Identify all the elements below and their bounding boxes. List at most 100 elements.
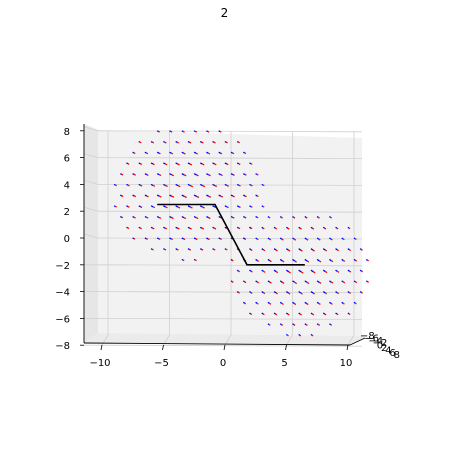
vector-arrow-tail: [316, 216, 319, 218]
vector-arrow-tail: [132, 151, 135, 154]
vector-arrow-tail: [316, 258, 320, 262]
vector-arrow-head: [299, 227, 302, 230]
vector-arrow-tail: [329, 258, 332, 262]
vector-arrow-head: [195, 130, 198, 133]
vector-arrow-head: [336, 292, 340, 295]
vector-arrow-tail: [120, 194, 123, 197]
vector-arrow-head: [159, 174, 162, 177]
vector-arrow-head: [238, 227, 241, 230]
vector-arrow-head: [183, 217, 187, 220]
grid-line-y: [97, 344, 363, 347]
vector-arrow-tail: [206, 215, 209, 219]
depth-tick-label: 4: [385, 345, 391, 356]
vector-arrow-tail: [316, 301, 320, 305]
vector-arrow-tail: [224, 183, 228, 187]
vector-arrow-head: [268, 216, 271, 219]
vector-arrow-head: [127, 227, 130, 230]
vector-arrow-tail: [224, 140, 227, 143]
vector-arrow-head: [183, 130, 185, 133]
vector-arrow-head: [171, 195, 175, 198]
vector-arrow-tail: [243, 194, 246, 197]
vector-arrow-tail: [144, 237, 147, 240]
vector-arrow-tail: [285, 333, 288, 336]
vector-arrow-tail: [236, 162, 240, 165]
vector-arrow-head: [208, 174, 211, 177]
vector-arrow-head: [312, 249, 315, 252]
vector-arrow-head: [275, 292, 278, 295]
vector-arrow-head: [281, 238, 284, 241]
vector-arrow-tail: [144, 194, 148, 197]
vector-arrow-head: [244, 173, 247, 176]
vector-arrow-head: [183, 238, 186, 241]
vector-arrow-tail: [218, 130, 221, 133]
vector-arrow-head: [288, 292, 291, 295]
vector-arrow-head: [324, 227, 327, 230]
grid-line-y: [97, 157, 363, 160]
grid-line-y: [97, 210, 363, 213]
vector-arrow-tail: [298, 226, 301, 229]
vector-arrow-tail: [335, 291, 338, 294]
plot-pane: [84, 124, 365, 345]
vector-arrow-head: [281, 260, 285, 263]
vector-arrow-tail: [249, 291, 252, 294]
vector-arrow-head: [244, 238, 247, 241]
vector-arrow-head: [306, 281, 310, 285]
vector-arrow-tail: [261, 269, 264, 272]
vector-arrow-tail: [292, 280, 296, 283]
vector-arrow-head: [177, 206, 181, 209]
vector-arrow-tail: [156, 130, 159, 133]
vector-arrow-head: [250, 270, 253, 273]
vector-arrow-tail: [267, 258, 271, 262]
vector-arrow-tail: [273, 312, 276, 315]
vector-arrow-tail: [249, 248, 252, 251]
vector-arrow-tail: [298, 312, 301, 315]
vector-arrow-head: [232, 174, 235, 176]
vector-arrow-head: [213, 248, 216, 251]
vector-arrow-tail: [150, 140, 153, 143]
vector-arrow-tail: [199, 183, 204, 187]
vector-arrow-head: [275, 227, 278, 230]
vector-arrow-head: [190, 185, 194, 188]
vector-arrow-tail: [249, 312, 252, 315]
vector-arrow-tail: [199, 205, 203, 208]
vector-arrow-head: [201, 227, 205, 230]
vector-arrow-tail: [353, 237, 356, 240]
vector-arrow-tail: [120, 215, 123, 218]
vector-arrow-tail: [138, 183, 141, 186]
vector-arrow-tail: [144, 215, 148, 219]
y-tick-label: 8: [64, 127, 70, 138]
vector-arrow-tail: [316, 237, 320, 240]
vector-arrow-head: [213, 141, 216, 144]
vector-arrow-head: [146, 216, 149, 219]
vector-arrow-tail: [163, 248, 166, 251]
vector-arrow-tail: [322, 226, 326, 229]
vector-arrow-head: [342, 302, 345, 305]
vector-arrow-head: [202, 163, 205, 166]
vector-arrow-head: [238, 270, 241, 273]
vector-arrow-head: [140, 206, 143, 209]
y-tick-label: −2: [55, 261, 70, 272]
x-tick-label: −10: [89, 358, 110, 369]
vector-arrow-head: [214, 184, 218, 188]
vector-arrow-tail: [279, 323, 282, 326]
grid-line-y: [97, 317, 363, 320]
vector-arrow-tail: [175, 183, 179, 187]
vector-arrow-tail: [329, 323, 332, 326]
vector-arrow-tail: [187, 248, 190, 251]
grid-line-y: [97, 291, 363, 294]
vector-arrow-tail: [261, 291, 264, 294]
vector-arrow-head: [294, 260, 297, 263]
x-tick-label: 10: [340, 358, 353, 369]
vector-arrow-head: [152, 206, 156, 209]
vector-arrow-head: [299, 334, 302, 337]
vector-arrow-head: [121, 195, 124, 198]
vector-arrow-head: [354, 238, 357, 241]
vector-arrow-tail: [285, 226, 289, 229]
vector-arrow-tail: [322, 269, 326, 273]
vector-arrow-head: [294, 303, 297, 306]
depth-tick-label: −4: [368, 336, 383, 347]
vector-arrow-tail: [163, 205, 166, 208]
vector-arrow-tail: [285, 291, 289, 294]
vector-arrow-head: [214, 227, 217, 230]
vector-arrow-tail: [187, 226, 191, 229]
